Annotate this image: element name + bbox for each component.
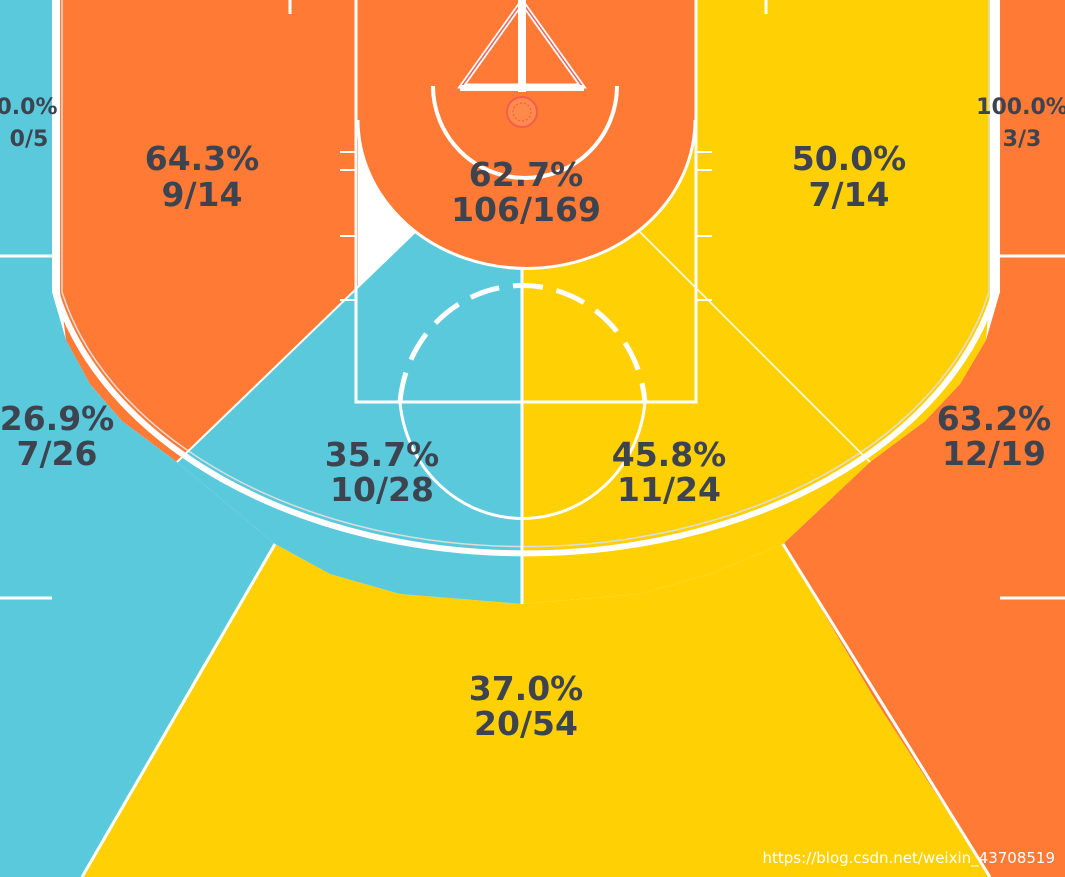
left-wing-three-zone [0, 256, 275, 877]
basket [457, 0, 587, 128]
zone-made-right-baseline-mid: 7/14 [809, 175, 890, 214]
zone-pct-right-wing-three: 63.2% [937, 399, 1052, 438]
watermark: https://blog.csdn.net/weixin_43708519 [762, 849, 1055, 868]
zone-labels: 0.0% 0/5 100.0% 3/3 64.3% 9/14 62.7% 106… [0, 95, 1065, 743]
left-corner-three-zone [0, 0, 52, 300]
zone-made-right-elbow-mid: 11/24 [617, 470, 721, 509]
right-wing-three-zone [783, 256, 1065, 877]
zone-pct-left-wing-three: 26.9% [0, 399, 114, 438]
free-throw-lane [354, 0, 698, 404]
wing-divider-right [781, 543, 992, 877]
zone-made-left-corner-three: 0/5 [10, 127, 49, 152]
zone-pct-right-corner-three: 100.0% [976, 95, 1065, 120]
zone-made-left-baseline-mid: 9/14 [162, 175, 243, 214]
zone-pct-top-key-three: 37.0% [469, 669, 584, 708]
zone-made-left-wing-three: 7/26 [17, 434, 98, 473]
zone-made-top-key-three: 20/54 [474, 704, 578, 743]
zone-pct-right-baseline-mid: 50.0% [792, 139, 907, 178]
top-key-three-zone [82, 544, 990, 877]
mid-divider-left [176, 231, 416, 463]
zone-made-right-wing-three: 12/19 [942, 434, 1046, 473]
wing-divider-left [80, 543, 277, 877]
zone-pct-restricted-area: 62.7% [469, 155, 584, 194]
three-point-line [53, 0, 998, 557]
under-basket-arc [431, 85, 619, 180]
three-point-line-inner [61, 0, 990, 548]
hoop-net-icon [512, 102, 532, 122]
left-elbow-mid-zone [177, 232, 522, 604]
right-baseline-mid-zone [640, 0, 990, 462]
restricted-arc [356, 119, 697, 270]
zone-pct-left-baseline-mid: 64.3% [145, 139, 260, 178]
zone-pct-left-corner-three: 0.0% [0, 95, 58, 120]
hoop-icon [506, 96, 538, 128]
mid-divider-right [639, 231, 871, 463]
zone-pct-left-elbow-mid: 35.7% [325, 435, 440, 474]
zone-made-restricted-area: 106/169 [451, 190, 601, 229]
left-baseline-mid-zone [60, 0, 415, 462]
right-corner-three-zone [1000, 0, 1065, 300]
zone-pct-right-elbow-mid: 45.8% [612, 435, 727, 474]
zone-made-right-corner-three: 3/3 [1003, 127, 1042, 152]
zone-made-left-elbow-mid: 10/28 [330, 470, 434, 509]
